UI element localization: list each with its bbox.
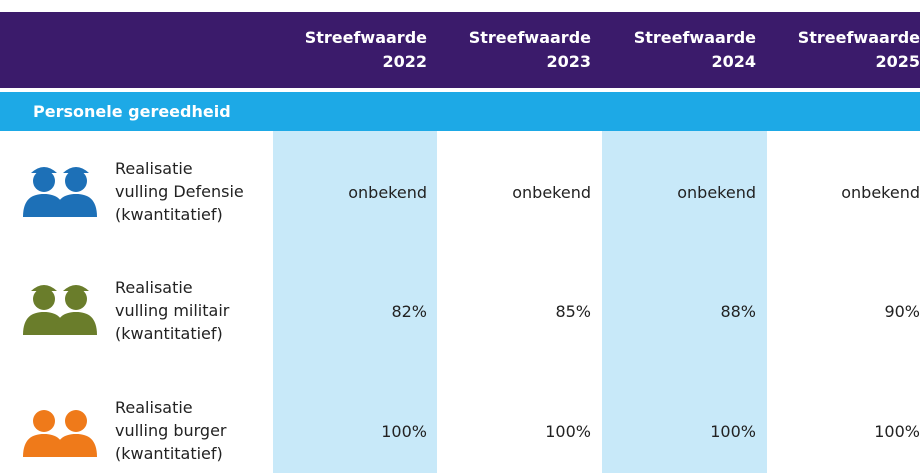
cell-value: onbekend — [512, 183, 591, 202]
cell-value: 100% — [381, 422, 427, 441]
column-year: 2022 — [382, 52, 427, 71]
cell-value: 100% — [545, 422, 591, 441]
icons — [23, 167, 97, 457]
row-label: Realisatie — [115, 159, 193, 178]
column-label: Streefwaarde — [468, 28, 591, 47]
column-shade — [273, 131, 437, 473]
cell-value: 85% — [555, 302, 591, 321]
column-label: Streefwaarde — [304, 28, 427, 47]
row-label: Realisatie — [115, 398, 193, 417]
cell-value: onbekend — [677, 183, 756, 202]
row-label: vulling burger — [115, 421, 227, 440]
column-year: 2025 — [875, 52, 920, 71]
section-band — [0, 92, 920, 131]
column-label: Streefwaarde — [633, 28, 756, 47]
cell-value: 82% — [391, 302, 427, 321]
row-label: (kwantitatief) — [115, 324, 223, 343]
cell-value: 100% — [710, 422, 756, 441]
column-shade — [602, 131, 767, 473]
icon-burger — [23, 410, 97, 457]
header-band — [0, 12, 920, 88]
icon-militair — [23, 285, 97, 335]
row-label: (kwantitatief) — [115, 444, 223, 463]
row-label: (kwantitatief) — [115, 205, 223, 224]
cell-value: 100% — [874, 422, 920, 441]
row-label: vulling Defensie — [115, 182, 244, 201]
cell-value: onbekend — [348, 183, 427, 202]
row-label: Realisatie — [115, 278, 193, 297]
column-label: Streefwaarde — [797, 28, 920, 47]
column-year: 2024 — [711, 52, 756, 71]
cell-value: 90% — [884, 302, 920, 321]
row-label: vulling militair — [115, 301, 230, 320]
cell-value: 88% — [720, 302, 756, 321]
column-year: 2023 — [546, 52, 591, 71]
section-title: Personele gereedheid — [33, 102, 231, 121]
icon-defensie — [23, 167, 97, 217]
cell-value: onbekend — [841, 183, 920, 202]
